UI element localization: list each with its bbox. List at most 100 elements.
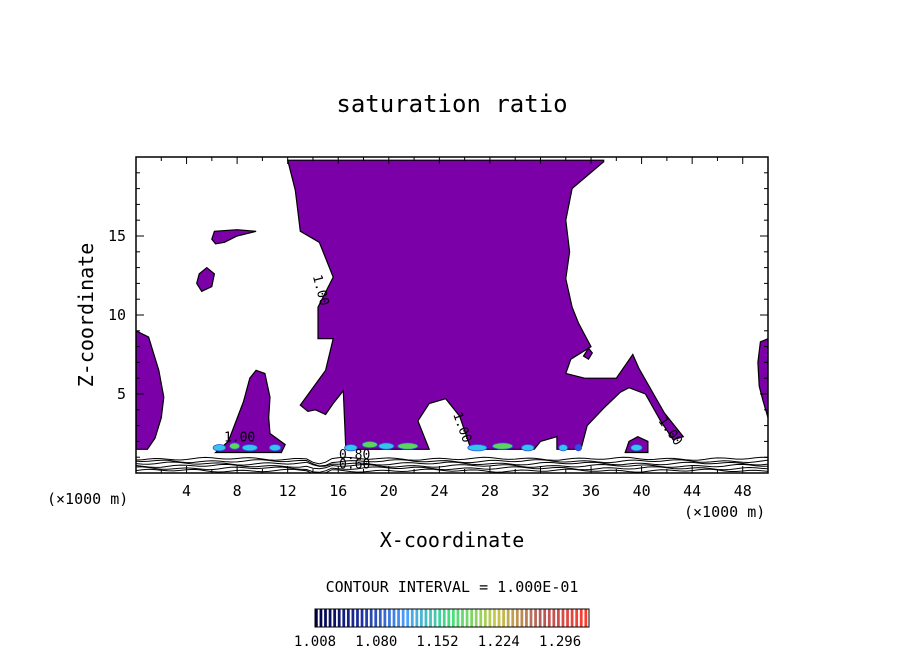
- y-axis-label: Z-coordinate: [74, 243, 98, 388]
- colorbar-stripe: [479, 609, 483, 627]
- supersaturation-pocket: [268, 444, 282, 452]
- colorbar-tick-label: 1.224: [478, 634, 520, 650]
- supersaturation-pocket: [467, 444, 488, 452]
- colorbar-stripe: [410, 609, 414, 627]
- chart-title: saturation ratio: [336, 90, 567, 118]
- colorbar-stripe: [561, 609, 565, 627]
- x-tick-label: 8: [233, 482, 242, 500]
- colorbar-stripe: [374, 609, 378, 627]
- x-tick-label: 36: [582, 482, 600, 500]
- x-tick-label: 28: [481, 482, 499, 500]
- region-upper-left-blob: [211, 229, 257, 245]
- x-tick-label: 44: [683, 482, 701, 500]
- colorbar-tick-label: 1.296: [539, 634, 581, 650]
- ground-contour-line: [136, 463, 768, 470]
- supersaturation-pocket: [397, 442, 419, 450]
- colorbar-stripe: [369, 609, 373, 627]
- x-tick-label: 16: [329, 482, 347, 500]
- colorbar-stripe: [515, 609, 519, 627]
- colorbar-stripe: [502, 609, 505, 627]
- y-tick-label: 5: [117, 385, 126, 403]
- contour-label: 0.60: [339, 457, 370, 472]
- region-right-edge-blob: [757, 338, 768, 418]
- x-tick-label: 4: [182, 482, 191, 500]
- colorbar-stripe: [511, 609, 515, 627]
- colorbar-stripe: [584, 609, 588, 627]
- colorbar-stripe: [470, 609, 474, 627]
- colorbar-stripe: [461, 609, 464, 627]
- colorbar-stripe: [415, 609, 419, 627]
- colorbar-stripe: [429, 609, 432, 627]
- region-pocket-36km-tiny: [582, 347, 594, 361]
- colorbar-stripe: [465, 609, 469, 627]
- supersaturation-pocket: [212, 444, 227, 452]
- x-tick-label: 40: [633, 482, 651, 500]
- region-left-small-blob: [196, 266, 216, 293]
- colorbar-tick-labels: 1.008 1.080 1.152 1.224 1.296: [294, 634, 581, 650]
- ground-contour-line: [136, 459, 768, 467]
- region-column-8km: [214, 369, 286, 454]
- colorbar-stripe: [538, 609, 542, 627]
- colorbar-frame: [314, 608, 590, 628]
- colorbar-stripe: [525, 609, 528, 627]
- colorbar-stripe: [493, 609, 496, 627]
- contour-label: 0.80: [339, 448, 370, 463]
- colorbar-stripe: [356, 609, 359, 627]
- supersaturation-pocket: [630, 444, 643, 452]
- colorbar-stripe: [365, 609, 368, 627]
- colorbar-stripe: [342, 609, 346, 627]
- colorbar-stripe: [575, 609, 579, 627]
- colorbar-tick-label: 1.008: [294, 634, 336, 650]
- contour-interval-label: CONTOUR INTERVAL = 1.000E-01: [326, 578, 579, 596]
- colorbar-stripe: [337, 609, 341, 627]
- colorbar-stripe: [547, 609, 551, 627]
- x-tick-label: 24: [430, 482, 448, 500]
- supersaturation-pocket: [344, 444, 358, 452]
- supersaturation-pocket: [521, 444, 535, 452]
- colorbar-stripe: [570, 609, 574, 627]
- ground-contours: [136, 456, 768, 473]
- x-tick-label: 20: [380, 482, 398, 500]
- colorbar-stripe: [506, 609, 510, 627]
- colorbar-stripe: [424, 609, 428, 627]
- colorbar-stripe: [438, 609, 442, 627]
- x-tick-label: 12: [279, 482, 297, 500]
- ground-contour-line: [136, 468, 768, 473]
- colorbar-stripe: [497, 609, 501, 627]
- colorbar-stripe: [474, 609, 478, 627]
- supersaturation-pocket: [241, 444, 258, 452]
- colorbar-stripe: [397, 609, 400, 627]
- colorbar-stripe: [328, 609, 332, 627]
- supersaturation-regions: [136, 159, 768, 454]
- supersaturation-pocket: [229, 442, 241, 450]
- colorbar-stripe: [552, 609, 556, 627]
- x-axis-label: X-coordinate: [380, 528, 525, 552]
- colorbar-stripe: [529, 609, 533, 627]
- colorbar-stripe: [406, 609, 410, 627]
- color-pockets: [212, 440, 643, 452]
- colorbar-stripe: [557, 609, 560, 627]
- supersaturation-pocket: [378, 442, 395, 450]
- colorbar-stripe: [543, 609, 547, 627]
- colorbar-stripe: [388, 609, 391, 627]
- colorbar-stripe: [520, 609, 524, 627]
- colorbar-stripe: [452, 609, 455, 627]
- colorbar-stripe: [360, 609, 364, 627]
- colorbar-stripe: [420, 609, 423, 627]
- ground-contour-line: [136, 461, 768, 467]
- colorbar-stripe: [392, 609, 396, 627]
- colorbar: [314, 608, 590, 628]
- supersaturation-pocket: [558, 444, 568, 452]
- x-axis-ticks: 4 8 12 16 20 24 28 32 36 40 44 48: [160, 157, 752, 500]
- colorbar-stripe: [346, 609, 350, 627]
- colorbar-stripe: [534, 609, 537, 627]
- x-unit-label-right: (×1000 m): [684, 503, 765, 521]
- x-tick-label: 32: [531, 482, 549, 500]
- colorbar-tick-label: 1.080: [355, 634, 397, 650]
- y-tick-label: 15: [108, 227, 126, 245]
- ground-contour-line: [136, 456, 768, 465]
- colorbar-stripe: [383, 609, 387, 627]
- supersaturation-pocket: [574, 444, 583, 452]
